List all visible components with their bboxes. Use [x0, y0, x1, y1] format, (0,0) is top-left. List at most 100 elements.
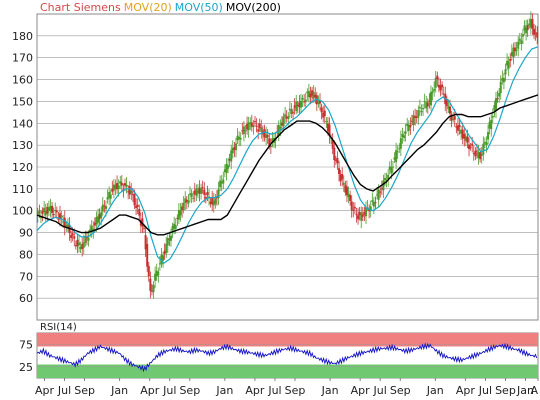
legend: Chart Siemens MOV(20) MOV(50) MOV(200) — [40, 1, 281, 14]
x-tick-label: Jul — [57, 384, 71, 397]
candle-body — [249, 122, 252, 125]
candle-body — [73, 236, 76, 239]
candle-body — [350, 201, 353, 211]
candle-body — [471, 143, 474, 146]
candle-body — [353, 206, 356, 209]
candle-body — [62, 221, 65, 223]
candle-body — [116, 182, 119, 190]
candle-body — [247, 122, 250, 131]
candle-body — [442, 93, 445, 95]
candle-body — [536, 32, 539, 38]
candle-body — [252, 125, 255, 128]
rsi-title: RSI(14) — [40, 322, 77, 333]
candle-body — [66, 224, 69, 228]
candle-body — [227, 165, 230, 169]
x-tick-label: Jan — [110, 384, 128, 397]
legend-entry: MOV(200) — [226, 1, 281, 14]
candle-body — [149, 278, 152, 291]
candle-body — [70, 235, 73, 239]
candle-body — [136, 204, 139, 207]
candle-body — [368, 209, 371, 212]
candle-body — [502, 77, 505, 83]
candle-body — [160, 254, 163, 265]
x-tick-labels: Apr Jul Sep Jan Apr Jul Sep Jan Apr Jul Sep Jan Apr J… — [35, 378, 538, 397]
candle-body — [485, 142, 488, 146]
candle-body — [317, 102, 320, 105]
candle-body — [453, 116, 456, 120]
candle-body — [141, 218, 144, 227]
candle-body — [82, 242, 85, 248]
candle-body — [257, 129, 260, 132]
candle-body — [293, 105, 296, 108]
candle-body — [39, 217, 42, 219]
candle-body — [515, 49, 518, 51]
candle-body — [228, 158, 231, 161]
candle-body — [98, 213, 101, 219]
candle-body — [396, 151, 399, 153]
y-tick-label: 140 — [12, 117, 33, 130]
candle-body — [319, 100, 322, 104]
candle-body — [200, 188, 203, 194]
x-tick-label: Apr — [35, 384, 55, 397]
x-tick-label: Jan — [321, 384, 339, 397]
candle-body — [163, 250, 166, 254]
y-tick-label: 100 — [12, 205, 33, 218]
candle-body — [181, 206, 184, 211]
candle-body — [395, 150, 398, 163]
candle-body — [377, 189, 380, 200]
candle-body — [338, 168, 341, 175]
candle-body — [517, 41, 520, 49]
legend-entry: MOV(50) — [175, 1, 223, 14]
candle-body — [60, 215, 63, 218]
candle-body — [36, 211, 39, 216]
candle-body — [304, 99, 307, 103]
candle-body — [339, 174, 342, 182]
y-tick-label: 170 — [12, 52, 33, 65]
candle-body — [123, 183, 126, 186]
candle-body — [268, 138, 271, 146]
candle-body — [84, 235, 87, 243]
candle-body — [412, 115, 415, 126]
candle-body — [464, 136, 467, 141]
candle-body — [78, 242, 81, 246]
candle-body — [135, 205, 138, 208]
candle-body — [71, 233, 74, 236]
candle-body — [190, 193, 193, 197]
candle-body — [295, 101, 298, 111]
y-tick-label: 180 — [12, 30, 33, 43]
candle-body — [501, 77, 504, 82]
candle-body — [130, 190, 133, 194]
candle-body — [212, 200, 215, 206]
moving-average-lines — [36, 46, 539, 264]
candle-body — [514, 47, 517, 52]
candle-body — [422, 107, 425, 110]
candle-body — [382, 180, 385, 191]
candle-body — [253, 121, 256, 123]
candle-body — [325, 121, 328, 123]
x-tick-label: Jul — [478, 384, 492, 397]
candle-body — [436, 75, 439, 79]
candle-body — [466, 136, 469, 143]
candle-body — [369, 206, 372, 211]
candle-body — [372, 201, 375, 207]
candle-body — [336, 157, 339, 164]
candle-body — [284, 114, 287, 117]
candle-body — [236, 135, 239, 141]
candle-body — [441, 84, 444, 88]
candle-body — [452, 118, 455, 120]
candle-body — [493, 104, 496, 111]
price-y-tick-labels: 60 70 80 90 100 110 120 130 140 150 160 170 180 — [12, 30, 33, 305]
x-tick-label: Sep — [179, 384, 200, 397]
candle-body — [323, 110, 326, 117]
price-grid — [36, 13, 539, 321]
candle-body — [450, 114, 453, 121]
candle-body — [423, 101, 426, 103]
candle-body — [309, 93, 312, 98]
candle-body — [387, 174, 390, 180]
x-tick-label: Sep — [285, 384, 306, 397]
candle-body — [420, 110, 423, 113]
candle-body — [158, 263, 161, 265]
candle-body — [374, 202, 377, 204]
